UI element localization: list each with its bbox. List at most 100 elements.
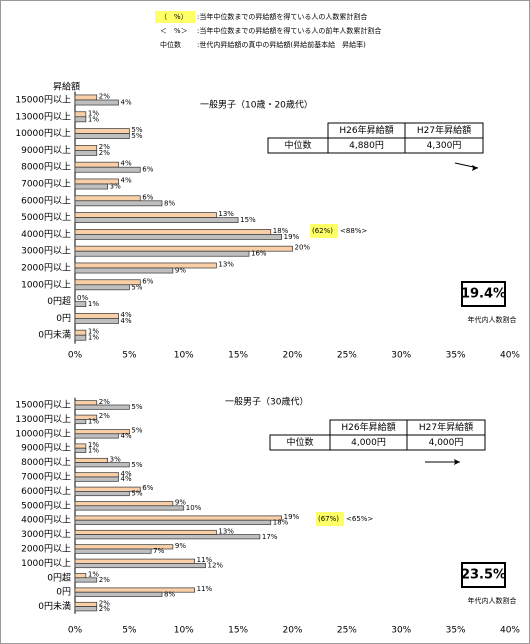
value-label: 18% <box>273 227 289 235</box>
y-tick-label: 0円超 <box>47 571 71 583</box>
bar <box>74 133 130 139</box>
value-label: 1% <box>88 334 99 342</box>
share-label: 年代内人数割合 <box>468 315 517 324</box>
x-tick-label: 0% <box>68 351 83 361</box>
x-tick-label: 15% <box>228 626 248 636</box>
y-tick-label: 0円未満 <box>38 329 71 341</box>
table-value: 4,000円 <box>351 437 386 448</box>
value-label: 3% <box>110 455 121 463</box>
bar <box>74 400 98 406</box>
bar <box>74 501 174 507</box>
bar <box>74 563 206 569</box>
bar <box>74 284 130 291</box>
x-tick-label: 0% <box>68 626 83 636</box>
x-tick-label: 5% <box>122 351 137 361</box>
value-label: 1% <box>88 115 99 123</box>
share-label: 年代内人数割合 <box>468 596 517 605</box>
y-tick-label: 15000円以上 <box>15 400 71 411</box>
y-tick-label: 9000円以上 <box>21 443 71 454</box>
y-tick-label: 5000円以上 <box>21 500 71 511</box>
value-label: 11% <box>197 556 213 564</box>
bar <box>74 457 108 463</box>
value-label: 7% <box>153 547 164 555</box>
y-tick-label: 1000円以上 <box>21 279 71 290</box>
value-label: 5% <box>131 283 142 291</box>
value-label: 1% <box>88 418 99 426</box>
bar <box>74 229 272 235</box>
value-label: 5% <box>131 403 142 411</box>
table-row-label: 中位数 <box>286 436 313 448</box>
bar <box>74 267 174 274</box>
annotation-current: (62%) <box>312 227 333 235</box>
value-label: 9% <box>175 542 186 550</box>
y-tick-label: 8000円以上 <box>21 457 71 468</box>
bar <box>74 462 130 468</box>
value-label: 1% <box>88 300 99 308</box>
value-label: 8% <box>164 590 175 598</box>
y-tick-label: 10000円以上 <box>15 128 71 139</box>
bar <box>74 145 98 151</box>
bar <box>74 534 261 540</box>
value-label: 1% <box>88 441 99 449</box>
x-tick-label: 10% <box>174 626 194 636</box>
value-label: 13% <box>218 260 234 268</box>
annotation-previous: <88%> <box>340 227 367 235</box>
arrow-head <box>472 165 478 171</box>
table-header: H27年昇給額 <box>417 124 471 136</box>
value-label: 18% <box>273 518 289 526</box>
y-tick-label: 10000円以上 <box>15 428 71 439</box>
bar <box>74 195 141 202</box>
x-tick-label: 20% <box>282 351 302 361</box>
bar <box>74 443 87 449</box>
value-label: 6% <box>142 193 153 201</box>
x-tick-label: 5% <box>122 626 137 636</box>
y-tick-label: 7000円以上 <box>21 472 71 483</box>
value-label: 2% <box>99 149 110 157</box>
value-label: 4% <box>121 475 132 483</box>
y-tick-label: 3000円以上 <box>21 246 71 257</box>
value-label: 15% <box>240 216 256 224</box>
bar <box>74 183 108 190</box>
value-label: 1% <box>88 109 99 117</box>
bar <box>74 591 163 597</box>
bar <box>74 577 98 583</box>
y-tick-label: 6000円以上 <box>21 486 71 497</box>
x-tick-label: 40% <box>500 351 520 361</box>
value-label: 2% <box>99 412 110 420</box>
legend-highlight <box>155 11 195 23</box>
bar <box>74 433 119 439</box>
value-label: 1% <box>88 446 99 454</box>
y-tick-label: 4000円以上 <box>21 229 71 240</box>
value-label: 1% <box>88 328 99 336</box>
bar <box>74 419 87 425</box>
y-tick-label: 9000円以上 <box>21 145 71 156</box>
table-row-label: 中位数 <box>284 139 311 151</box>
x-tick-label: 35% <box>446 626 466 636</box>
share-box <box>461 281 506 307</box>
value-label: 4% <box>121 432 132 440</box>
x-tick-label: 25% <box>337 626 357 636</box>
y-tick-label: 0円 <box>56 587 71 598</box>
bar <box>74 111 87 118</box>
legend-key: ＜ %＞ <box>160 27 188 35</box>
y-tick-label: 13000円以上 <box>15 111 71 122</box>
annotation-current: (67%) <box>318 515 339 523</box>
x-tick-label: 20% <box>282 626 302 636</box>
bar <box>74 472 119 478</box>
value-label: 8% <box>164 199 175 207</box>
chart-title: 一般男子（10歳・20歳代） <box>200 99 313 111</box>
annotation-previous: <65%> <box>346 515 373 523</box>
table-header: H27年昇給額 <box>419 421 473 433</box>
bar <box>74 150 98 156</box>
bar <box>74 313 119 319</box>
bar <box>74 234 282 240</box>
bar <box>74 128 130 134</box>
legend-key: 中位数 <box>160 40 181 49</box>
bar <box>74 161 119 168</box>
value-label: 19% <box>284 233 300 241</box>
value-label: 6% <box>142 484 153 492</box>
bar <box>74 519 272 525</box>
table-value: 4,000円 <box>429 437 464 448</box>
value-label: 2% <box>99 576 110 584</box>
y-tick-label: 15000円以上 <box>15 95 71 106</box>
